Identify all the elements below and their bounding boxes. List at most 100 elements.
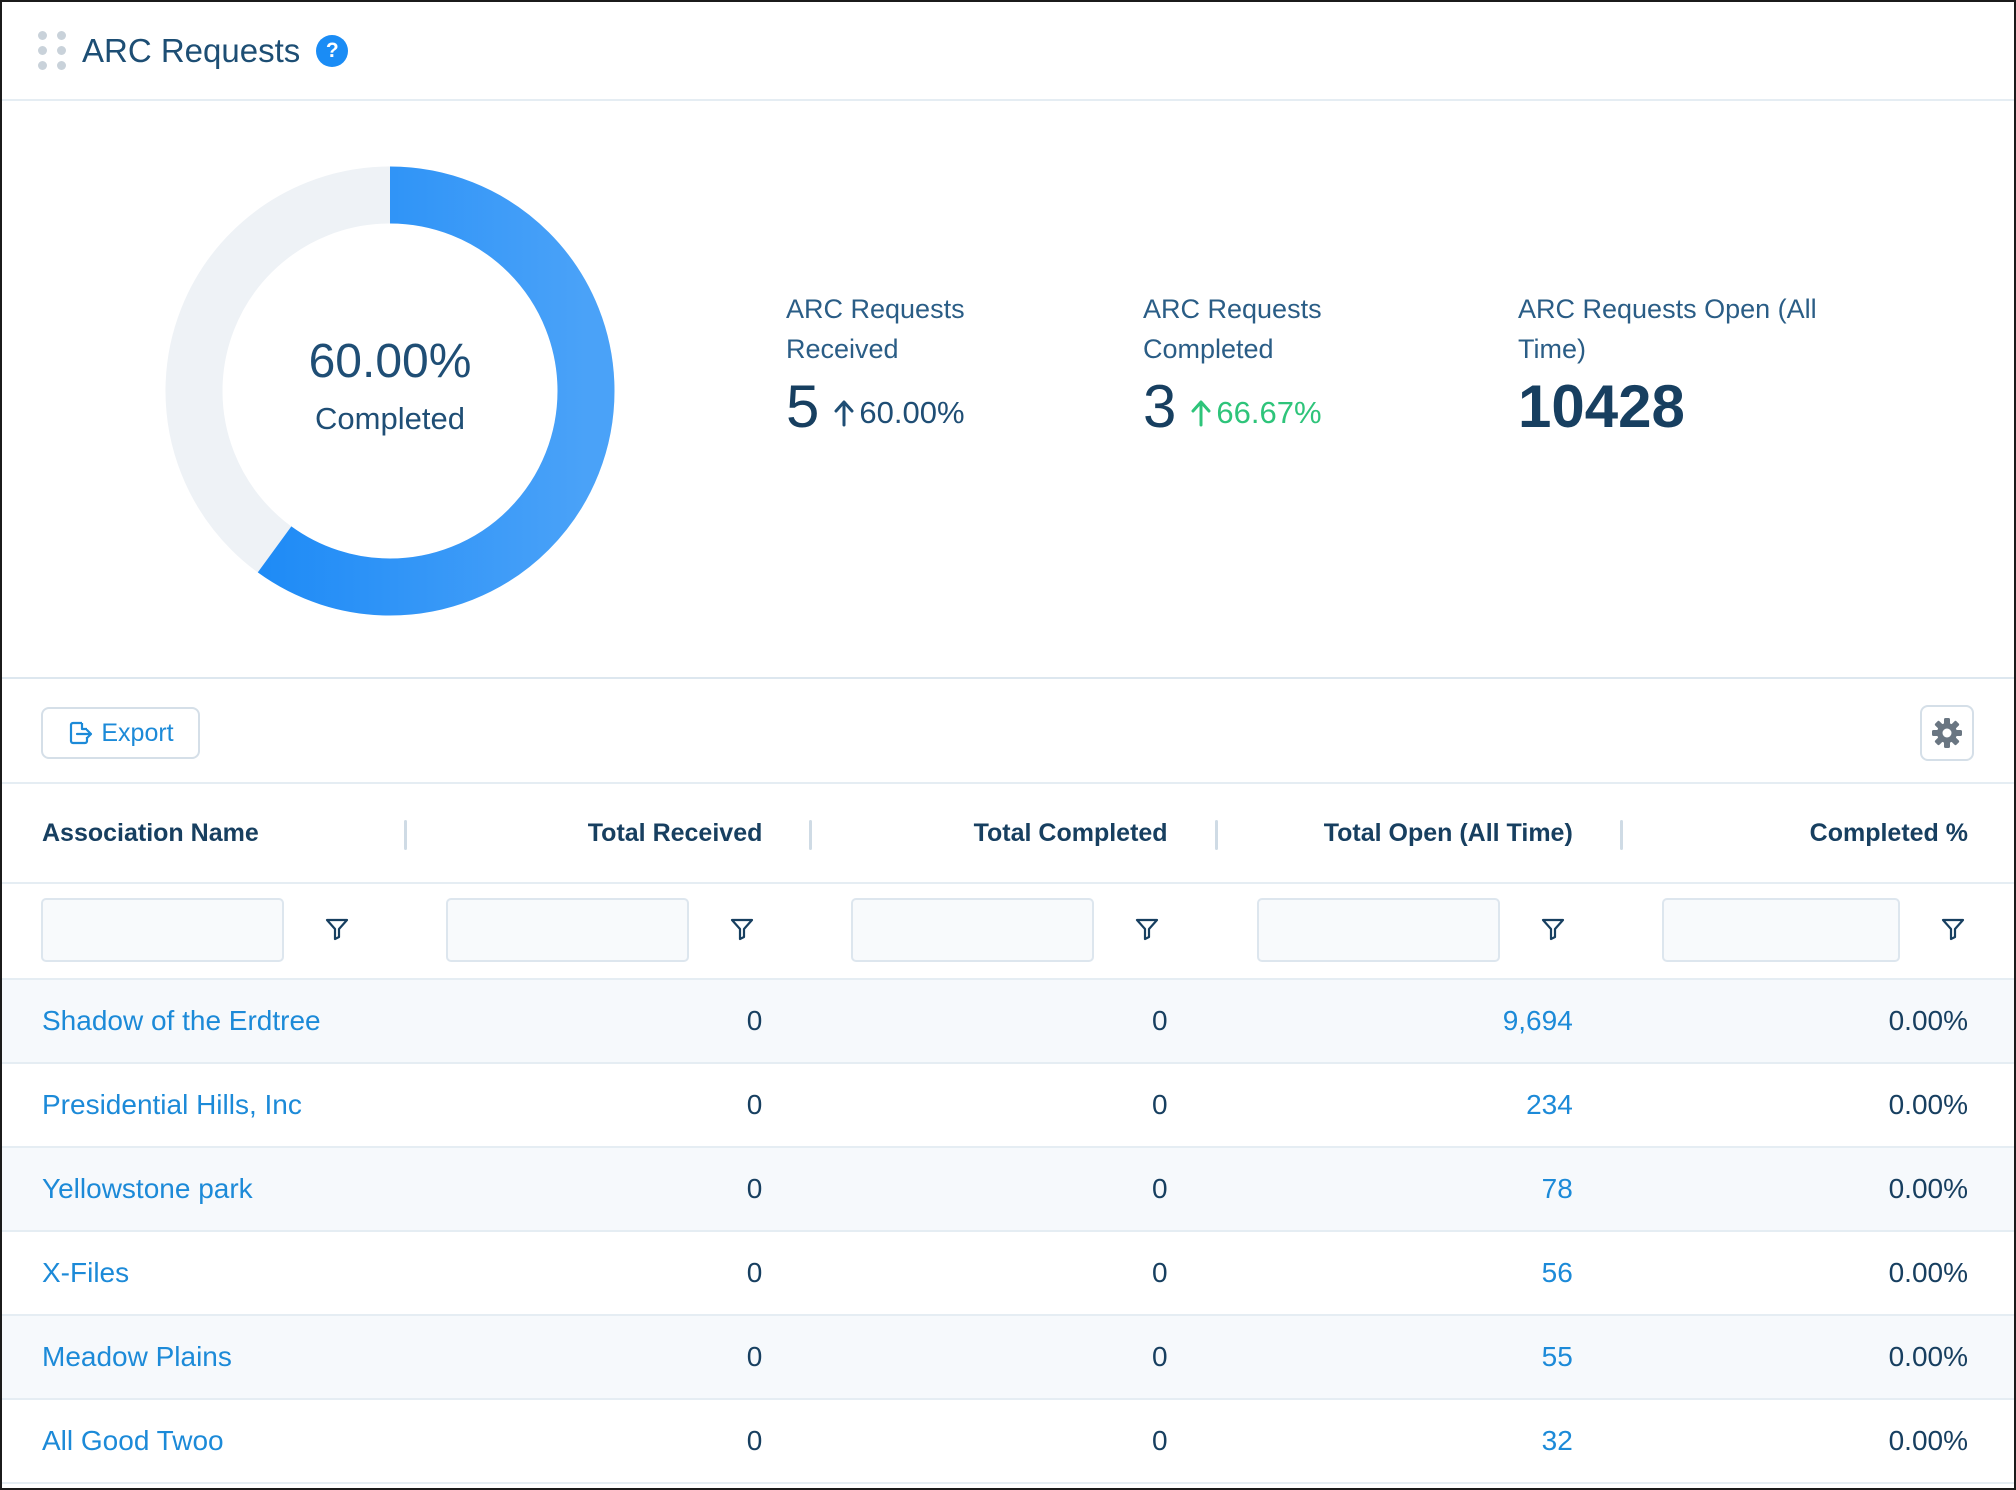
- cell-completed-percent: 0.00%: [1888, 1341, 1968, 1372]
- stat-label-line: Time): [1518, 334, 1586, 364]
- arrow-up-icon: [834, 400, 854, 427]
- column-header-total-completed[interactable]: Total Completed: [812, 784, 1218, 882]
- cell-completed-percent: 0.00%: [1888, 1257, 1968, 1288]
- drag-handle-icon[interactable]: [38, 31, 66, 71]
- filter-input-total-received[interactable]: [446, 898, 690, 962]
- cell-association-name-link[interactable]: All Good Twoo: [42, 1425, 224, 1456]
- stat-label: ARC Requests Completed: [1143, 289, 1322, 369]
- filter-icon[interactable]: [1134, 916, 1160, 942]
- table-body: Shadow of the Erdtree 0 0 9,694 0.00% Preside…: [2, 980, 2014, 1484]
- column-resize-handle[interactable]: [1619, 820, 1623, 850]
- filter-cell: [1218, 884, 1623, 978]
- filter-icon[interactable]: [729, 916, 755, 942]
- cell-total-completed: 0: [1152, 1005, 1168, 1036]
- cell-completed-percent: 0.00%: [1888, 1089, 1968, 1120]
- donut-completed-arc: [165, 166, 615, 616]
- widget-header: ARC Requests ?: [2, 2, 2014, 101]
- cell-total-open-link[interactable]: 234: [1526, 1089, 1573, 1120]
- table-row[interactable]: Presidential Hills, Inc 0 0 234 0.00%: [2, 1064, 2014, 1148]
- column-header-label: Total Completed: [973, 818, 1168, 847]
- cell-association-name-link[interactable]: Meadow Plains: [42, 1341, 232, 1372]
- table-toolbar: Export: [2, 681, 2014, 784]
- table-row[interactable]: All Good Twoo 0 0 32 0.00%: [2, 1400, 2014, 1484]
- cell-total-open-link[interactable]: 32: [1541, 1425, 1573, 1456]
- gear-icon: [1932, 718, 1962, 748]
- stat-completed: ARC Requests Completed 3 66.67%: [1143, 289, 1322, 439]
- cell-total-completed: 0: [1152, 1089, 1168, 1120]
- cell-total-completed: 0: [1152, 1341, 1168, 1372]
- completion-donut-chart: 60.00% Completed: [164, 165, 616, 617]
- table-row[interactable]: Shadow of the Erdtree 0 0 9,694 0.00%: [2, 980, 2014, 1064]
- table-filter-row: [2, 884, 2014, 980]
- column-resize-handle[interactable]: [809, 820, 813, 850]
- filter-icon[interactable]: [1940, 916, 1966, 942]
- arrow-up-icon: [1191, 400, 1211, 427]
- cell-association-name-link[interactable]: Presidential Hills, Inc: [42, 1089, 302, 1120]
- filter-input-total-completed[interactable]: [851, 898, 1095, 962]
- stat-change-value: 66.67%: [1216, 395, 1322, 430]
- cell-total-received: 0: [746, 1341, 763, 1372]
- column-resize-handle[interactable]: [404, 820, 408, 850]
- filter-icon[interactable]: [1540, 916, 1566, 942]
- cell-completed-percent: 0.00%: [1888, 1005, 1968, 1036]
- filter-input-association-name[interactable]: [41, 898, 284, 962]
- cell-total-received: 0: [746, 1089, 763, 1120]
- column-header-completed-percent[interactable]: Completed %: [1623, 784, 2014, 882]
- export-button-label: Export: [101, 718, 174, 747]
- donut-center: 60.00% Completed: [164, 165, 616, 617]
- cell-completed-percent: 0.00%: [1888, 1173, 1968, 1204]
- filter-input-total-open[interactable]: [1256, 898, 1500, 962]
- stat-change-value: 60.00%: [859, 395, 965, 430]
- stat-label: ARC Requests Received: [786, 289, 965, 369]
- column-header-label: Completed %: [1809, 818, 1968, 847]
- stat-value: 5: [786, 373, 820, 440]
- cell-total-completed: 0: [1152, 1173, 1168, 1204]
- summary-section: 60.00% Completed ARC Requests Received 5…: [2, 101, 2014, 679]
- stat-label-line: ARC Requests Open (All: [1518, 294, 1817, 324]
- cell-total-received: 0: [746, 1425, 763, 1456]
- cell-total-open-link[interactable]: 56: [1541, 1257, 1573, 1288]
- stat-received: ARC Requests Received 5 60.00%: [786, 289, 965, 439]
- filter-icon[interactable]: [324, 916, 350, 942]
- column-header-association-name[interactable]: Association Name: [2, 784, 408, 882]
- column-resize-handle[interactable]: [1214, 820, 1218, 850]
- settings-button[interactable]: [1920, 705, 1974, 761]
- stat-value: 3: [1143, 373, 1177, 440]
- table-header-row: Association Name Total Received Total Co…: [2, 784, 2014, 884]
- filter-cell: [1623, 884, 2014, 978]
- cell-total-open-link[interactable]: 78: [1541, 1173, 1573, 1204]
- cell-completed-percent: 0.00%: [1888, 1425, 1968, 1456]
- cell-total-completed: 0: [1152, 1425, 1168, 1456]
- cell-total-open-link[interactable]: 55: [1541, 1341, 1573, 1372]
- stat-label-line: Received: [786, 334, 899, 364]
- cell-association-name-link[interactable]: X-Files: [42, 1257, 130, 1288]
- column-header-label: Total Received: [587, 818, 763, 847]
- export-file-icon: [70, 721, 93, 745]
- stat-label-line: ARC Requests: [786, 294, 965, 324]
- donut-svg: [165, 166, 615, 616]
- column-header-label: Association Name: [42, 818, 259, 847]
- table-row[interactable]: X-Files 0 0 56 0.00%: [2, 1232, 2014, 1316]
- column-header-total-received[interactable]: Total Received: [407, 784, 813, 882]
- stat-label: ARC Requests Open (All Time): [1518, 289, 1817, 369]
- stat-label-line: Completed: [1143, 334, 1274, 364]
- help-icon[interactable]: ?: [316, 34, 349, 67]
- stat-row: 5 60.00%: [786, 375, 965, 439]
- cell-total-received: 0: [746, 1173, 763, 1204]
- stat-row: 3 66.67%: [1143, 375, 1322, 439]
- cell-association-name-link[interactable]: Yellowstone park: [42, 1173, 253, 1204]
- table-row[interactable]: Yellowstone park 0 0 78 0.00%: [2, 1148, 2014, 1232]
- cell-total-received: 0: [746, 1005, 763, 1036]
- filter-cell: [812, 884, 1217, 978]
- cell-association-name-link[interactable]: Shadow of the Erdtree: [42, 1005, 321, 1036]
- export-button[interactable]: Export: [41, 707, 200, 759]
- cell-total-open-link[interactable]: 9,694: [1502, 1005, 1573, 1036]
- filter-input-completed-percent[interactable]: [1661, 898, 1900, 962]
- association-table: Association Name Total Received Total Co…: [2, 784, 2014, 1484]
- column-header-total-open[interactable]: Total Open (All Time): [1218, 784, 1623, 882]
- stat-change: 60.00%: [833, 395, 965, 431]
- stat-label-line: ARC Requests: [1143, 294, 1322, 324]
- table-row[interactable]: Meadow Plains 0 0 55 0.00%: [2, 1316, 2014, 1400]
- stat-change: 66.67%: [1190, 395, 1322, 431]
